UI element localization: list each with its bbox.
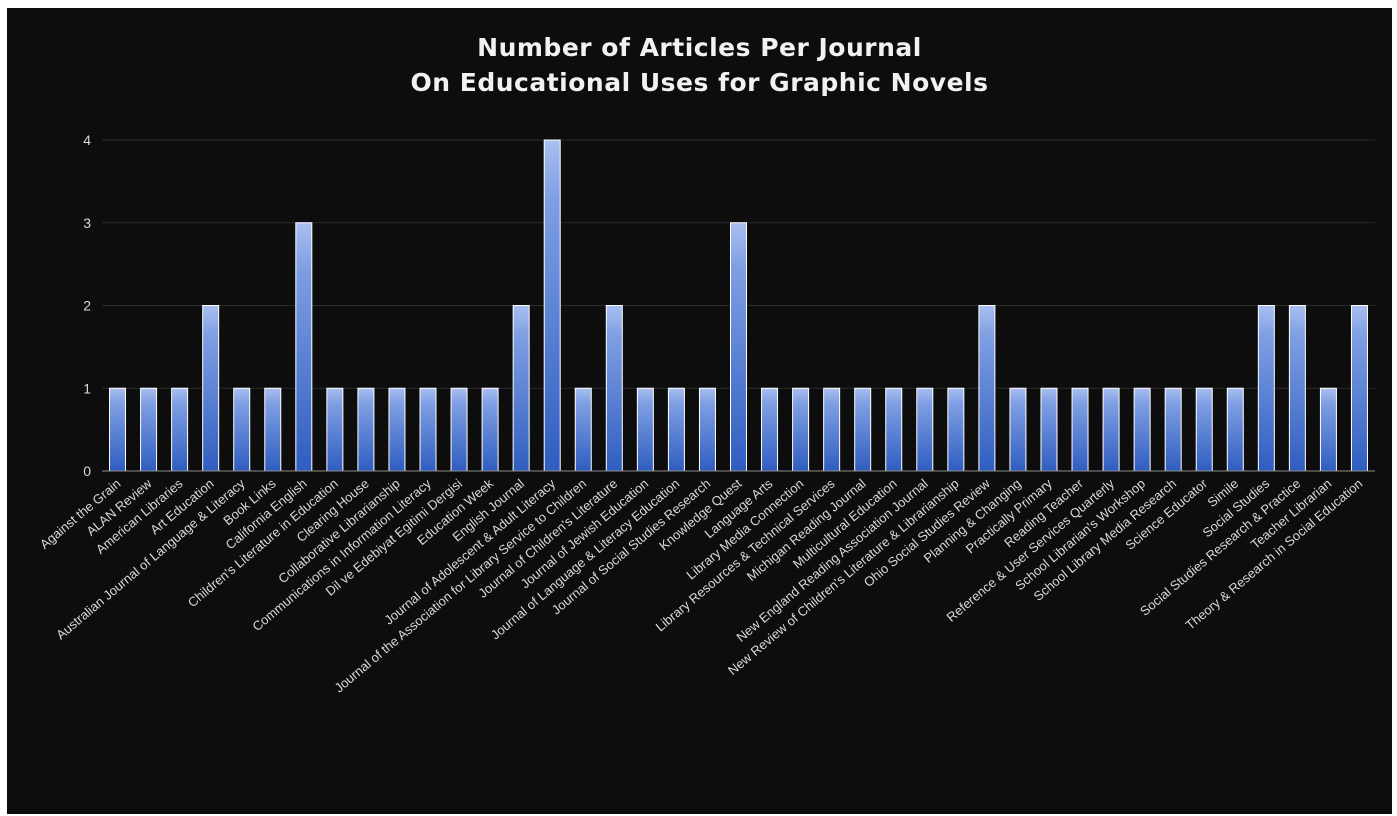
bar bbox=[885, 387, 903, 472]
bar bbox=[854, 387, 872, 472]
y-tick-label: 3 bbox=[83, 215, 91, 231]
bar bbox=[264, 387, 282, 472]
bar bbox=[357, 387, 375, 472]
bar bbox=[947, 387, 965, 472]
chart-title-line-2: On Educational Uses for Graphic Novels bbox=[410, 68, 989, 97]
bar bbox=[388, 387, 406, 472]
bar bbox=[140, 387, 158, 472]
y-tick-label: 1 bbox=[83, 380, 91, 396]
bar bbox=[1071, 387, 1089, 472]
bar bbox=[1164, 387, 1182, 472]
bars bbox=[109, 139, 1368, 472]
bar bbox=[667, 387, 685, 472]
bar bbox=[1319, 387, 1337, 472]
y-axis: 0 1 2 3 4 bbox=[83, 132, 91, 479]
bar bbox=[605, 305, 623, 472]
bar bbox=[295, 222, 313, 472]
bar bbox=[419, 387, 437, 472]
bar bbox=[1350, 305, 1368, 472]
bar bbox=[512, 305, 530, 472]
chart-area: Number of Articles Per Journal On Educat… bbox=[7, 8, 1392, 814]
bar bbox=[1009, 387, 1027, 472]
bar bbox=[730, 222, 747, 472]
y-tick-label: 4 bbox=[83, 132, 91, 148]
bar bbox=[916, 387, 934, 472]
bar bbox=[1040, 387, 1058, 472]
bar bbox=[1226, 387, 1244, 472]
bar bbox=[978, 305, 996, 472]
bar bbox=[1257, 305, 1275, 472]
bar bbox=[171, 387, 189, 472]
chart-title: Number of Articles Per Journal On Educat… bbox=[7, 30, 1392, 100]
bar bbox=[1195, 387, 1213, 472]
bar bbox=[202, 305, 220, 472]
bar bbox=[233, 387, 251, 472]
y-tick-label: 0 bbox=[83, 463, 91, 479]
chart-title-line-1: Number of Articles Per Journal bbox=[477, 33, 922, 62]
bar bbox=[792, 387, 810, 472]
bar bbox=[1102, 387, 1120, 472]
bar bbox=[761, 387, 779, 472]
bar bbox=[698, 387, 716, 472]
bar bbox=[450, 387, 468, 472]
bar bbox=[574, 387, 592, 472]
bar bbox=[109, 387, 127, 472]
bar bbox=[1133, 387, 1151, 472]
bar bbox=[1288, 305, 1306, 472]
y-tick-label: 2 bbox=[83, 298, 91, 314]
bar bbox=[481, 387, 499, 472]
bar bbox=[636, 387, 654, 472]
bar bbox=[543, 139, 561, 472]
bar bbox=[823, 387, 841, 472]
bar bbox=[326, 387, 344, 472]
